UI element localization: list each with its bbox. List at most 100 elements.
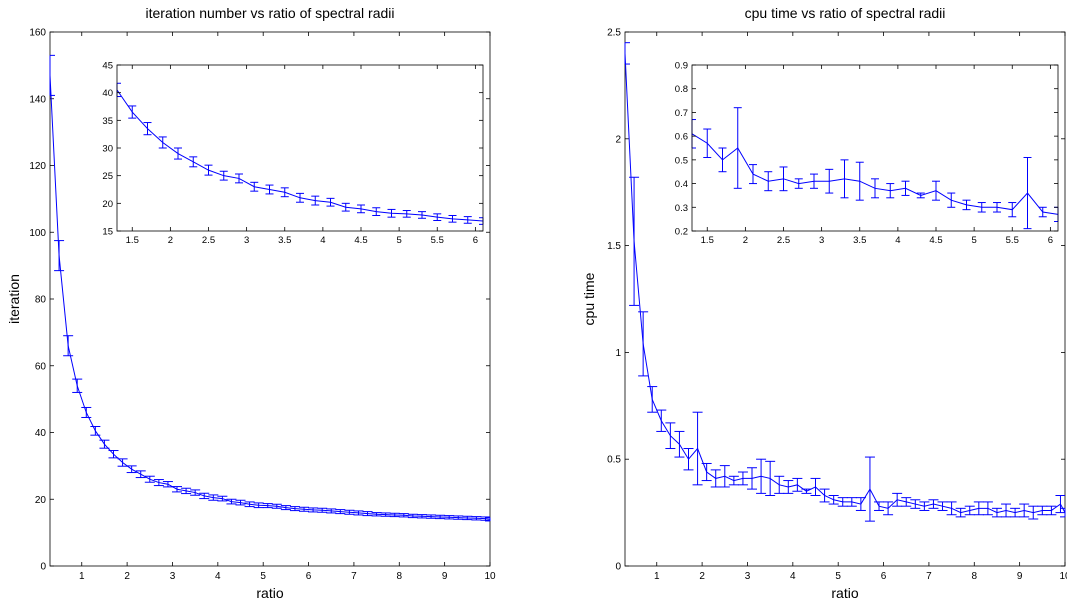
main-error-bar <box>737 471 748 486</box>
main-error-bar <box>919 501 930 511</box>
main-error-bar <box>719 465 730 488</box>
main-error-bar <box>710 469 721 488</box>
main-error-bar <box>99 439 110 449</box>
inset-error-bar <box>855 161 864 201</box>
inset-error-bar <box>418 211 426 219</box>
main-x-tick-label: 5 <box>835 571 841 582</box>
main-error-bar <box>883 501 894 516</box>
main-error-bar <box>407 513 418 519</box>
main-x-tick-label: 4 <box>790 571 796 582</box>
inset-y-tick-label: 20 <box>102 199 113 210</box>
main-x-tick-label: 9 <box>1017 571 1023 582</box>
inset-error-bar <box>372 207 381 217</box>
y-axis-label: cpu time <box>581 272 597 325</box>
main-error-bar <box>638 311 649 377</box>
inset-error-bar <box>250 181 259 192</box>
main-error-bar <box>371 512 382 517</box>
main-error-bar <box>235 499 246 506</box>
main-error-bar <box>928 499 939 509</box>
inset-error-bar <box>871 178 879 199</box>
y-axis-label: iteration <box>6 274 22 324</box>
inset-x-tick-label: 4.5 <box>354 235 367 246</box>
main-x-tick-label: 4 <box>215 571 221 582</box>
inset-x-tick-label: 1.5 <box>701 235 714 246</box>
main-error-bar <box>774 475 785 494</box>
inset-error-bar <box>402 210 411 218</box>
main-error-bar <box>629 176 640 306</box>
main-y-tick-label: 0 <box>615 562 621 573</box>
main-error-bar <box>144 475 155 483</box>
main-y-tick-label: 120 <box>29 161 46 172</box>
main-y-tick-label: 140 <box>29 94 46 105</box>
inset-x-tick-label: 6 <box>1048 235 1053 246</box>
inset-error-bar <box>448 215 457 223</box>
inset-error-bar <box>1023 156 1032 230</box>
main-axes-frame <box>624 31 1066 567</box>
main-error-bar <box>135 470 146 479</box>
main-error-bar <box>208 494 219 501</box>
inset-error-bar <box>296 192 304 203</box>
main-error-bar <box>1019 503 1030 518</box>
main-y-tick-label: 0.5 <box>607 455 621 466</box>
main-error-bar <box>199 492 210 500</box>
inset-error-bar <box>189 156 198 168</box>
inset-x-tick-label: 2.5 <box>202 235 215 246</box>
inset-x-tick-label: 5 <box>396 235 401 246</box>
main-error-bar <box>656 409 667 432</box>
inset-error-bar <box>235 173 243 184</box>
main-y-tick-label: 40 <box>35 428 47 439</box>
main-error-bar <box>973 501 984 516</box>
inset-y-tick-label: 0.7 <box>675 108 688 119</box>
inset-error-bar <box>1008 202 1017 218</box>
main-error-bar <box>380 512 391 517</box>
main-x-tick-label: 5 <box>260 571 266 582</box>
main-error-bar <box>485 517 491 522</box>
main-error-bar <box>946 501 957 516</box>
main-x-tick-label: 7 <box>926 571 932 582</box>
main-error-bar <box>701 462 712 482</box>
main-error-bar <box>181 487 192 495</box>
chart-panel-1: 1 2 3 4 5 6 7 8 9 10020406080100120140160iteratio… <box>6 5 496 601</box>
main-error-bar <box>864 456 875 522</box>
main-error-bar <box>1010 507 1021 518</box>
main-error-bar <box>162 481 173 488</box>
main-error-bar <box>964 505 975 516</box>
main-error-bar <box>289 506 300 512</box>
main-y-tick-label: 100 <box>29 228 46 239</box>
main-y-tick-label: 60 <box>35 361 47 372</box>
main-error-bar <box>190 489 201 496</box>
inset-error-bar <box>341 202 350 212</box>
inset-y-tick-label: 40 <box>102 88 113 99</box>
main-error-bar <box>837 497 848 507</box>
main-y-tick-label: 2 <box>615 134 621 145</box>
main-error-bar <box>801 488 812 494</box>
main-x-tick-label: 10 <box>1059 571 1067 582</box>
main-error-bar <box>72 378 83 393</box>
main-error-bar <box>828 495 839 505</box>
main-error-bar <box>647 386 658 413</box>
inset-error-bar <box>1038 206 1047 218</box>
inset-error-bar <box>158 136 167 149</box>
inset-x-tick-label: 2.5 <box>777 235 790 246</box>
main-error-bar <box>855 497 866 511</box>
main-error-bar <box>624 42 630 65</box>
main-error-bar <box>937 501 948 511</box>
main-error-bar <box>892 492 903 507</box>
main-error-bar <box>362 511 373 517</box>
main-error-bar <box>126 465 137 474</box>
main-error-bar <box>792 477 803 492</box>
main-error-bar <box>1046 505 1057 516</box>
main-error-bar <box>253 502 264 509</box>
main-error-bar <box>398 513 409 518</box>
main-error-bar <box>353 510 364 516</box>
main-error-bar <box>674 430 685 458</box>
inset-error-bar <box>463 216 472 224</box>
main-error-bar <box>765 460 776 497</box>
main-error-bar <box>271 503 282 509</box>
inset-error-bar <box>265 184 274 195</box>
main-error-bar <box>389 512 400 518</box>
main-error-bar <box>54 240 65 272</box>
inset-error-bar <box>718 147 727 173</box>
main-x-tick-label: 1 <box>654 571 660 582</box>
main-error-bar <box>692 411 703 486</box>
